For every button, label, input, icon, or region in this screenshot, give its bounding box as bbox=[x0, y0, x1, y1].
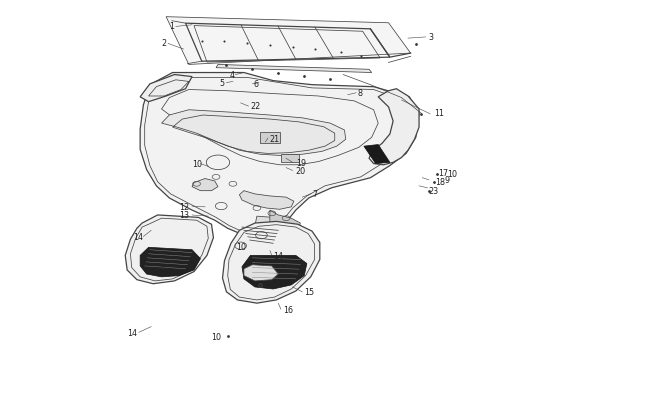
Text: 3: 3 bbox=[429, 32, 434, 41]
Text: 6: 6 bbox=[254, 80, 259, 89]
Polygon shape bbox=[125, 215, 213, 284]
Text: 1: 1 bbox=[170, 22, 174, 32]
Polygon shape bbox=[216, 65, 372, 73]
Text: 7: 7 bbox=[312, 190, 317, 199]
Polygon shape bbox=[255, 217, 299, 232]
Text: 10: 10 bbox=[211, 332, 221, 341]
Polygon shape bbox=[140, 73, 419, 237]
Text: 18: 18 bbox=[436, 177, 445, 186]
Polygon shape bbox=[239, 191, 294, 210]
Text: 15: 15 bbox=[304, 288, 315, 296]
Text: 14: 14 bbox=[273, 251, 283, 260]
Text: 13: 13 bbox=[179, 211, 188, 220]
Text: 12: 12 bbox=[179, 202, 188, 211]
Polygon shape bbox=[140, 75, 192, 102]
Polygon shape bbox=[222, 222, 320, 303]
Text: 20: 20 bbox=[296, 166, 306, 175]
Text: 14: 14 bbox=[133, 232, 144, 241]
Polygon shape bbox=[166, 18, 411, 65]
Polygon shape bbox=[140, 248, 200, 277]
Text: 21: 21 bbox=[270, 134, 280, 143]
Text: 2: 2 bbox=[161, 38, 166, 47]
Text: 10: 10 bbox=[192, 160, 202, 168]
Text: 9: 9 bbox=[445, 176, 450, 185]
Polygon shape bbox=[369, 90, 419, 165]
Text: 19: 19 bbox=[296, 158, 306, 167]
Text: 4: 4 bbox=[229, 71, 234, 80]
Polygon shape bbox=[192, 179, 218, 191]
Text: 10: 10 bbox=[447, 170, 457, 179]
Polygon shape bbox=[364, 145, 390, 164]
Text: 22: 22 bbox=[250, 102, 261, 111]
Text: 10: 10 bbox=[236, 243, 246, 252]
Polygon shape bbox=[162, 111, 346, 156]
Text: 23: 23 bbox=[429, 187, 439, 196]
Polygon shape bbox=[260, 133, 280, 144]
Polygon shape bbox=[270, 211, 300, 231]
Text: 17: 17 bbox=[439, 168, 448, 177]
Text: 11: 11 bbox=[434, 109, 444, 118]
Text: 5: 5 bbox=[219, 79, 224, 88]
Polygon shape bbox=[244, 265, 278, 281]
Polygon shape bbox=[242, 256, 307, 289]
Text: 8: 8 bbox=[358, 89, 363, 98]
Text: 16: 16 bbox=[283, 305, 293, 314]
Text: 14: 14 bbox=[127, 328, 137, 337]
Polygon shape bbox=[281, 155, 299, 163]
